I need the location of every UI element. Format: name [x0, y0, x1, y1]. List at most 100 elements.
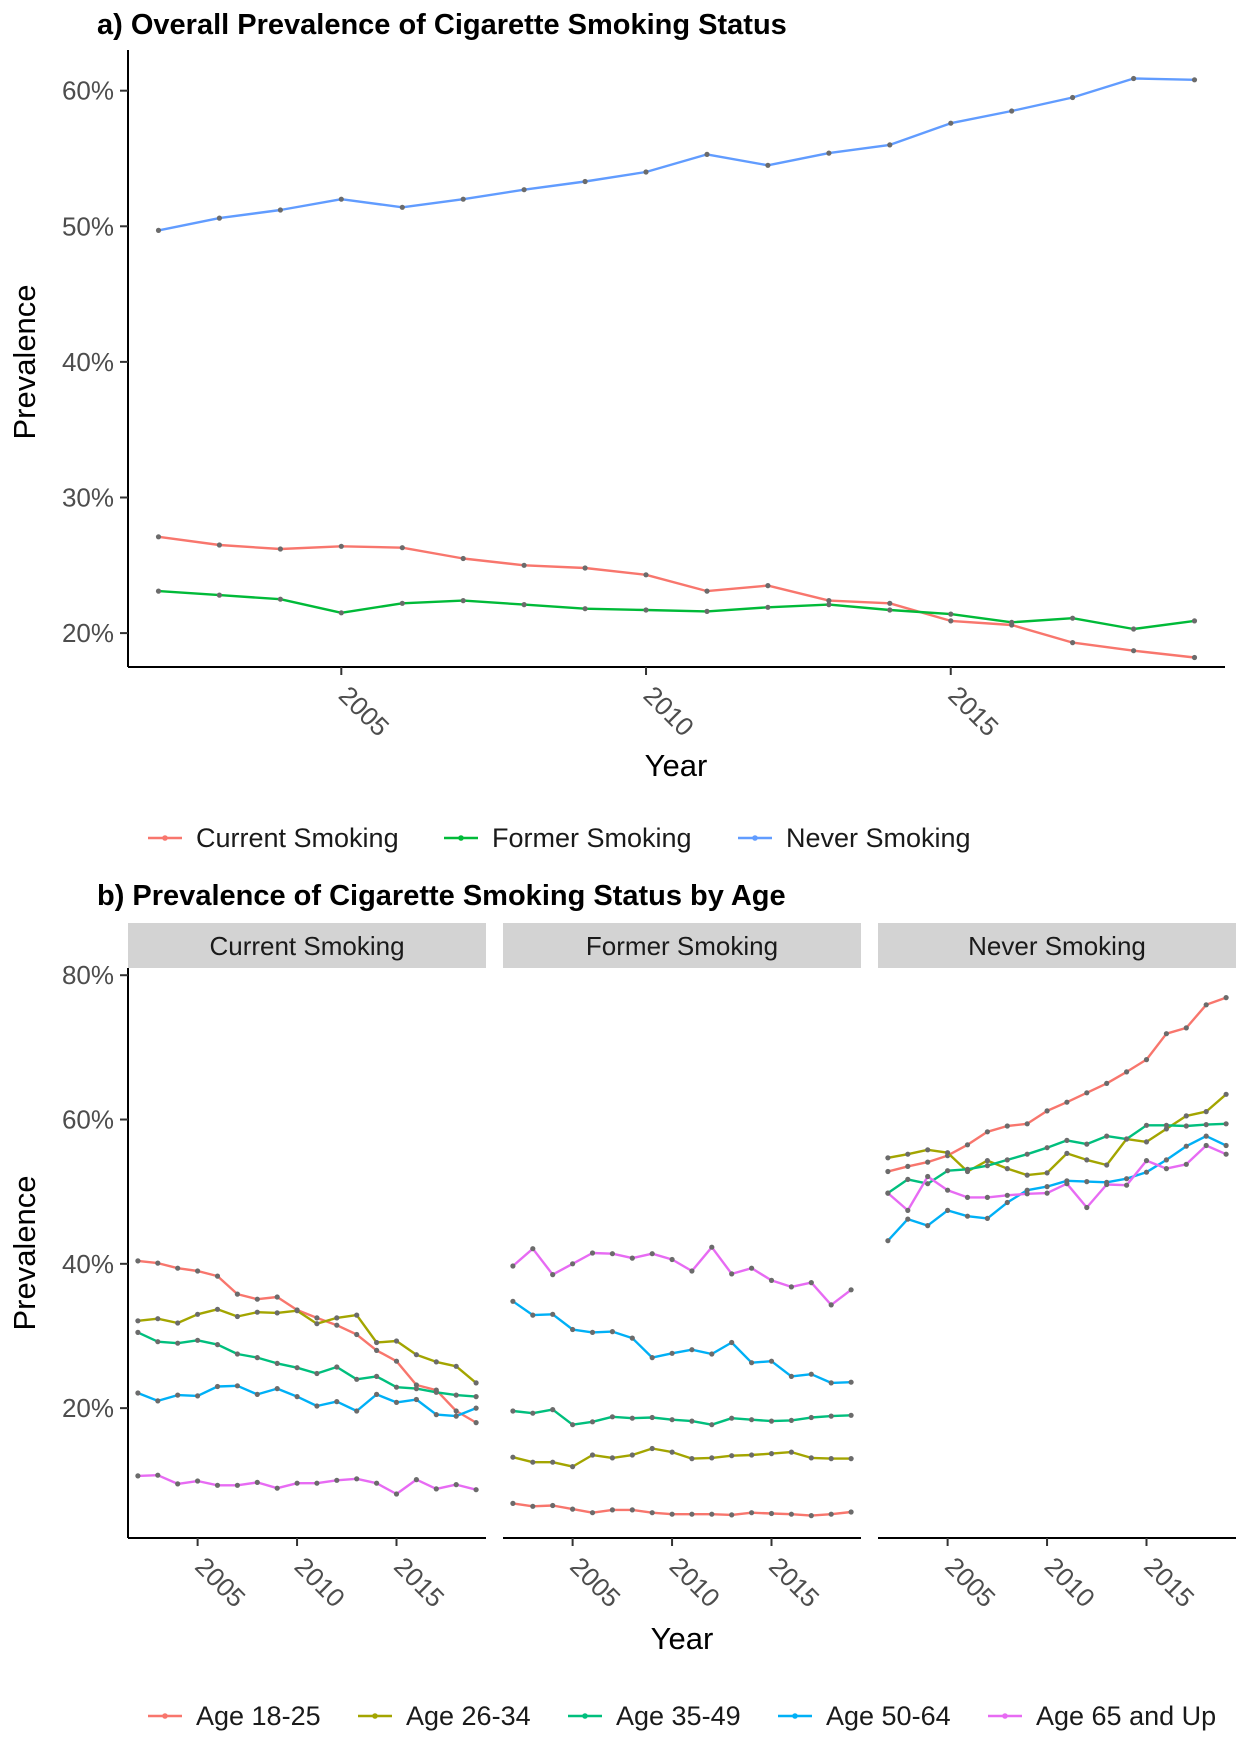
a-point-former-smoking-2019 [1191, 618, 1198, 624]
panel-b-title: b) Prevalence of Cigarette Smoking Statu… [97, 880, 786, 912]
b-former-smoking-point-age-26-34-2014 [749, 1452, 755, 1458]
b-former-smoking-point-age-35-49-2018 [828, 1413, 834, 1419]
b-never-smoking-point-age-65-and-up-2002 [885, 1190, 891, 1196]
b-current-smoking-point-age-18-25-2009 [274, 1294, 280, 1300]
b-former-smoking-point-age-26-34-2010 [669, 1449, 675, 1455]
b-former-smoking-point-age-50-64-2007 [609, 1329, 616, 1335]
b-former-smoking-point-age-18-25-2004 [550, 1502, 556, 1509]
b-former-smoking-point-age-65-and-up-2012 [709, 1244, 715, 1250]
a-point-never-smoking-2009 [582, 178, 588, 185]
b-current-smoking-point-age-35-49-2019 [473, 1394, 479, 1400]
b-former-smoking-point-age-26-34-2016 [788, 1449, 795, 1455]
b-never-smoking-series-line-age-65-and-up [887, 1144, 1227, 1212]
b-never-smoking-point-age-50-64-2002 [885, 1238, 891, 1244]
a-point-current-smoking-2010 [643, 572, 649, 578]
b-current-smoking-point-age-65-and-up-2012 [334, 1477, 340, 1483]
b-never-smoking-point-age-18-25-2009 [1024, 1121, 1030, 1127]
b-former-smoking-series-line-age-65-and-up [512, 1245, 852, 1307]
b-current-smoking-point-age-26-34-2011 [314, 1321, 320, 1327]
b-current-smoking-point-age-35-49-2009 [274, 1360, 280, 1366]
a-x-tick-label-2010: 2010 [638, 680, 700, 742]
b-former-smoking-point-age-18-25-2019 [848, 1509, 854, 1515]
b-former-smoking-point-age-50-64-2002 [510, 1298, 516, 1304]
b-never-smoking-point-age-35-49-2011 [1064, 1137, 1070, 1143]
a-y-tick-label-3: 50% [62, 211, 114, 241]
b-former-smoking-point-age-35-49-2016 [788, 1417, 795, 1423]
a-point-never-smoking-2007 [460, 196, 466, 202]
b-former-smoking-point-age-26-34-2011 [689, 1456, 695, 1462]
b-never-smoking-series-line-age-18-25 [887, 996, 1227, 1173]
b-never-smoking-point-age-35-49-2003 [905, 1176, 911, 1182]
b-former-smoking-point-age-50-64-2005 [570, 1326, 576, 1333]
b-never-smoking-point-age-65-and-up-2014 [1124, 1182, 1130, 1188]
b-former-smoking-point-age-35-49-2019 [848, 1412, 854, 1418]
b-legend-key-point-age-18-25 [162, 1713, 168, 1719]
b-former-smoking-point-age-26-34-2012 [709, 1455, 715, 1461]
b-former-smoking-point-age-18-25-2012 [709, 1511, 715, 1517]
b-never-smoking-point-age-26-34-2009 [1024, 1172, 1030, 1178]
a-point-current-smoking-2002 [155, 534, 162, 540]
b-never-smoking-point-age-18-25-2011 [1064, 1099, 1070, 1105]
b-former-smoking-point-age-65-and-up-2010 [669, 1256, 675, 1263]
a-point-current-smoking-2005 [338, 543, 344, 549]
b-current-smoking-strip-label: Current Smoking [209, 931, 404, 961]
a-point-current-smoking-2018 [1131, 648, 1137, 654]
b-legend-label-age-26-34: Age 26-34 [406, 1701, 531, 1731]
b-former-smoking-point-age-18-25-2015 [768, 1510, 775, 1517]
b-never-smoking-point-age-18-25-2017 [1183, 1025, 1189, 1031]
b-former-smoking-point-age-50-64-2010 [669, 1350, 675, 1356]
b-former-smoking-point-age-50-64-2009 [649, 1355, 655, 1361]
b-never-smoking-point-age-26-34-2019 [1223, 1091, 1229, 1097]
b-former-smoking-point-age-26-34-2006 [589, 1452, 596, 1458]
b-former-smoking-point-age-50-64-2019 [848, 1379, 854, 1385]
b-never-smoking-point-age-50-64-2015 [1143, 1169, 1150, 1175]
b-never-smoking-point-age-50-64-2018 [1203, 1133, 1209, 1139]
panel-a: 2005 2010 2015 20% 30% 40% 50% 60% Year Prevalenc… [7, 50, 1225, 853]
b-never-smoking-point-age-50-64-2005 [945, 1207, 951, 1213]
b-former-smoking-point-age-35-49-2012 [709, 1422, 715, 1428]
b-former-smoking-point-age-18-25-2014 [749, 1510, 755, 1516]
b-current-smoking-point-age-65-and-up-2016 [413, 1477, 419, 1483]
a-point-never-smoking-2002 [155, 227, 162, 233]
b-current-smoking-series-line-age-65-and-up [137, 1473, 477, 1496]
a-point-former-smoking-2003 [216, 592, 222, 598]
b-never-smoking-point-age-18-25-2004 [925, 1159, 931, 1165]
b-never-smoking-point-age-26-34-2011 [1064, 1150, 1070, 1156]
a-legend-label-former-smoking: Former Smoking [492, 823, 692, 853]
b-former-smoking-point-age-65-and-up-2006 [589, 1250, 596, 1256]
b-never-smoking-point-age-35-49-2010 [1044, 1145, 1050, 1151]
b-former-smoking-point-age-35-49-2015 [768, 1418, 775, 1424]
b-current-smoking-point-age-35-49-2012 [334, 1364, 340, 1370]
a-point-former-smoking-2005 [338, 610, 344, 616]
b-current-smoking-point-age-65-and-up-2009 [274, 1485, 280, 1491]
b-never-smoking-strip [878, 923, 1236, 968]
b-never-smoking-point-age-65-and-up-2006 [964, 1194, 971, 1200]
b-never-smoking-point-age-26-34-2015 [1143, 1139, 1150, 1145]
b-current-smoking-x-tick-label-2015: 2015 [388, 1551, 450, 1613]
b-current-smoking-point-age-18-25-2006 [214, 1273, 221, 1279]
a-x-axis-label: Year [645, 748, 708, 783]
b-former-smoking-point-age-26-34-2008 [629, 1452, 635, 1458]
b-former-smoking-point-age-35-49-2017 [808, 1414, 814, 1421]
a-point-current-smoking-2017 [1070, 640, 1076, 646]
b-current-smoking-point-age-50-64-2002 [135, 1390, 141, 1396]
b-former-smoking-series-line-age-18-25 [512, 1502, 852, 1517]
a-x-tick-label-2005: 2005 [333, 680, 395, 742]
b-current-smoking-point-age-26-34-2012 [334, 1315, 340, 1321]
b-current-smoking-point-age-26-34-2005 [195, 1311, 201, 1317]
b-current-smoking-y-tick-label-1: 40% [62, 1249, 114, 1279]
b-never-smoking-point-age-18-25-2014 [1124, 1069, 1130, 1075]
b-never-smoking-point-age-18-25-2018 [1203, 1002, 1209, 1008]
b-never-smoking-point-age-50-64-2014 [1124, 1176, 1130, 1182]
b-current-smoking-point-age-18-25-2018 [453, 1408, 459, 1414]
a-point-former-smoking-2012 [765, 604, 771, 610]
b-former-smoking-strip-label: Former Smoking [586, 931, 778, 961]
b-never-smoking-point-age-50-64-2004 [925, 1223, 931, 1229]
b-current-smoking-point-age-18-25-2008 [254, 1296, 260, 1302]
a-point-current-smoking-2009 [582, 565, 588, 571]
b-former-smoking-x-tick-label-2005: 2005 [564, 1551, 626, 1613]
b-current-smoking-point-age-18-25-2012 [334, 1322, 340, 1328]
b-never-smoking-point-age-18-25-2012 [1084, 1090, 1090, 1096]
b-current-smoking-point-age-50-64-2012 [334, 1399, 340, 1405]
b-former-smoking-x-tick-label-2010: 2010 [664, 1551, 726, 1613]
